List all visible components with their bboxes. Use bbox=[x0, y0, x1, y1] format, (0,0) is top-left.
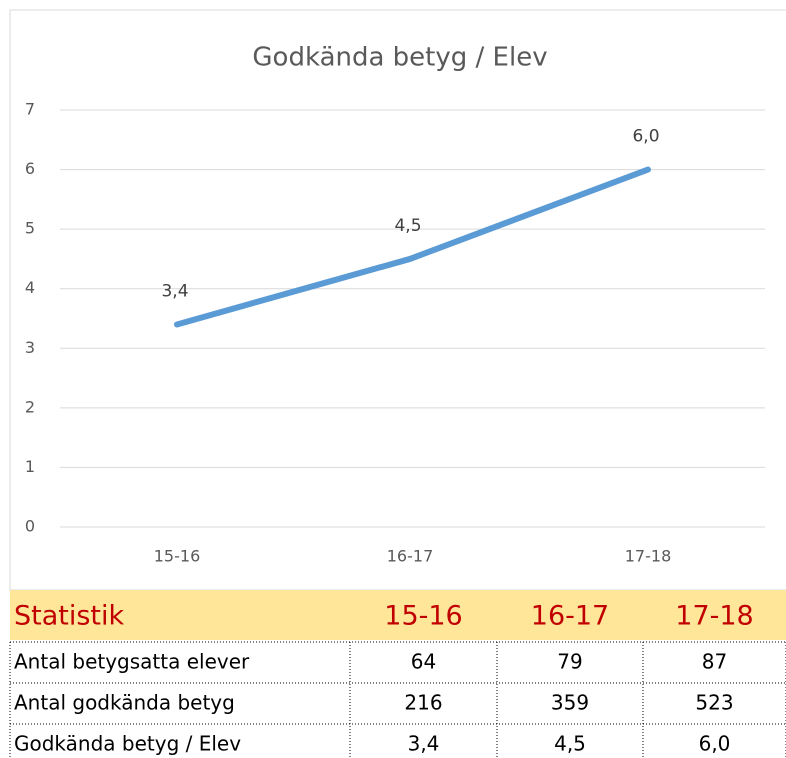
x-tick-label: 16-17 bbox=[387, 547, 434, 566]
chart-area bbox=[9, 9, 786, 591]
x-tick-label: 15-16 bbox=[154, 547, 201, 566]
table-header: 16-17 bbox=[531, 601, 609, 632]
y-tick-label: 1 bbox=[25, 457, 35, 476]
table-cell: 87 bbox=[702, 650, 727, 674]
chart-title: Godkända betyg / Elev bbox=[252, 43, 547, 73]
table-cell: 216 bbox=[404, 691, 442, 715]
table-header: 15-16 bbox=[384, 601, 462, 632]
y-tick-label: 6 bbox=[25, 159, 35, 178]
y-tick-label: 4 bbox=[25, 278, 35, 297]
data-label: 4,5 bbox=[394, 216, 421, 236]
y-tick-label: 2 bbox=[25, 397, 35, 416]
table-cell: 79 bbox=[557, 650, 582, 674]
table-cell: 523 bbox=[695, 691, 733, 715]
data-label: 3,4 bbox=[161, 281, 188, 301]
y-tick-label: 7 bbox=[25, 100, 35, 119]
table-cell: 64 bbox=[411, 650, 436, 674]
data-label: 6,0 bbox=[632, 127, 659, 147]
x-tick-label: 17-18 bbox=[625, 547, 672, 566]
table-header-bg bbox=[10, 590, 786, 640]
table-cell: 4,5 bbox=[554, 732, 586, 756]
table-cell: Antal betygsatta elever bbox=[14, 650, 250, 674]
table-cell: Antal godkända betyg bbox=[14, 691, 235, 715]
table-cell: 359 bbox=[551, 691, 589, 715]
table-cell: Godkända betyg / Elev bbox=[14, 732, 241, 756]
table-header: Statistik bbox=[14, 601, 125, 632]
y-tick-label: 3 bbox=[25, 338, 35, 357]
y-tick-label: 0 bbox=[25, 517, 35, 536]
table-cell: 3,4 bbox=[408, 732, 440, 756]
y-tick-label: 5 bbox=[25, 219, 35, 238]
table-cell: 6,0 bbox=[699, 732, 731, 756]
table-header: 17-18 bbox=[675, 601, 753, 632]
line bbox=[174, 166, 651, 328]
